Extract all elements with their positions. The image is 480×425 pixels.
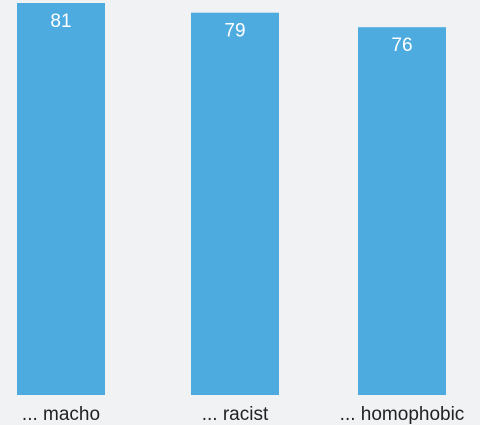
category-label-2: ... homophobic	[340, 404, 465, 425]
bar-1	[191, 12, 279, 395]
category-label-1: ... racist	[202, 404, 269, 425]
category-label-0: ... macho	[22, 404, 100, 425]
bar-0	[17, 3, 105, 395]
bar-value-label-1: 79	[224, 21, 245, 42]
bar-value-label-0: 81	[50, 11, 71, 32]
bar-2	[358, 27, 446, 395]
bar-value-label-2: 76	[391, 35, 412, 56]
